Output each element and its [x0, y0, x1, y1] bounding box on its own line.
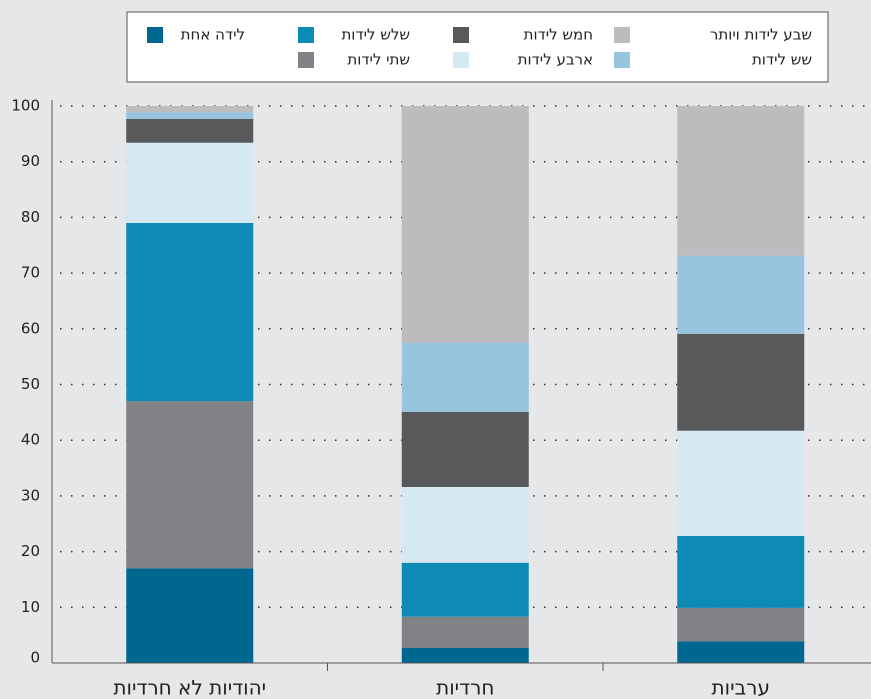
- bar-segment: [401, 486, 529, 563]
- legend-label: לידה אחת: [181, 26, 245, 44]
- bar-segment: [677, 641, 805, 663]
- bar-segment: [126, 118, 254, 143]
- bar-segment: [677, 333, 805, 431]
- legend-box: [126, 11, 829, 83]
- y-tick-label: 50: [21, 375, 40, 393]
- bar-segment: [126, 568, 254, 663]
- legend-swatch: [147, 27, 163, 43]
- bar-segment: [126, 142, 254, 223]
- legend-swatch: [614, 52, 630, 68]
- x-tick-label: ערביות: [712, 676, 770, 699]
- bar-segment: [677, 430, 805, 537]
- legend-label: שש לידות: [752, 51, 812, 69]
- legend-swatch: [453, 27, 469, 43]
- y-tick-label: 40: [21, 431, 40, 449]
- y-tick-label: 10: [21, 598, 40, 616]
- bar-segment: [677, 607, 805, 642]
- legend-label: שבע לידות ויותר: [710, 26, 812, 44]
- bar-segment: [401, 562, 529, 617]
- bar-segment: [677, 536, 805, 608]
- legend-swatch: [614, 27, 630, 43]
- legend-label: שלש לידות: [341, 26, 410, 44]
- bar-segment: [401, 106, 529, 343]
- bar-segment: [677, 255, 805, 334]
- x-tick-label: יהודיות לא חרדיות: [113, 676, 266, 699]
- x-tick-label: חרדיות: [436, 676, 494, 699]
- bar-segment: [677, 106, 805, 256]
- bar-segment: [401, 411, 529, 487]
- bar-segment: [126, 222, 254, 402]
- bar-segment: [401, 647, 529, 663]
- legend-swatch: [298, 27, 314, 43]
- legend-label: ארבע לידות: [518, 51, 593, 69]
- bar-segment: [126, 401, 254, 569]
- y-tick-label: 0: [30, 649, 40, 667]
- bar-segment: [401, 342, 529, 412]
- y-tick-label: 20: [21, 542, 40, 560]
- y-tick-label: 30: [21, 486, 40, 504]
- bar-segment: [126, 106, 254, 113]
- legend-label: שתי לידות: [347, 51, 410, 69]
- bar-segment: [126, 112, 254, 119]
- legend-swatch: [298, 52, 314, 68]
- y-tick-label: 70: [21, 264, 40, 282]
- legend-swatch: [453, 52, 469, 68]
- bar-segment: [401, 616, 529, 648]
- y-tick-label: 100: [11, 97, 40, 115]
- y-tick-label: 60: [21, 319, 40, 337]
- y-tick-label: 80: [21, 208, 40, 226]
- y-tick-label: 90: [21, 152, 40, 170]
- legend-label: חמש לידות: [524, 26, 593, 44]
